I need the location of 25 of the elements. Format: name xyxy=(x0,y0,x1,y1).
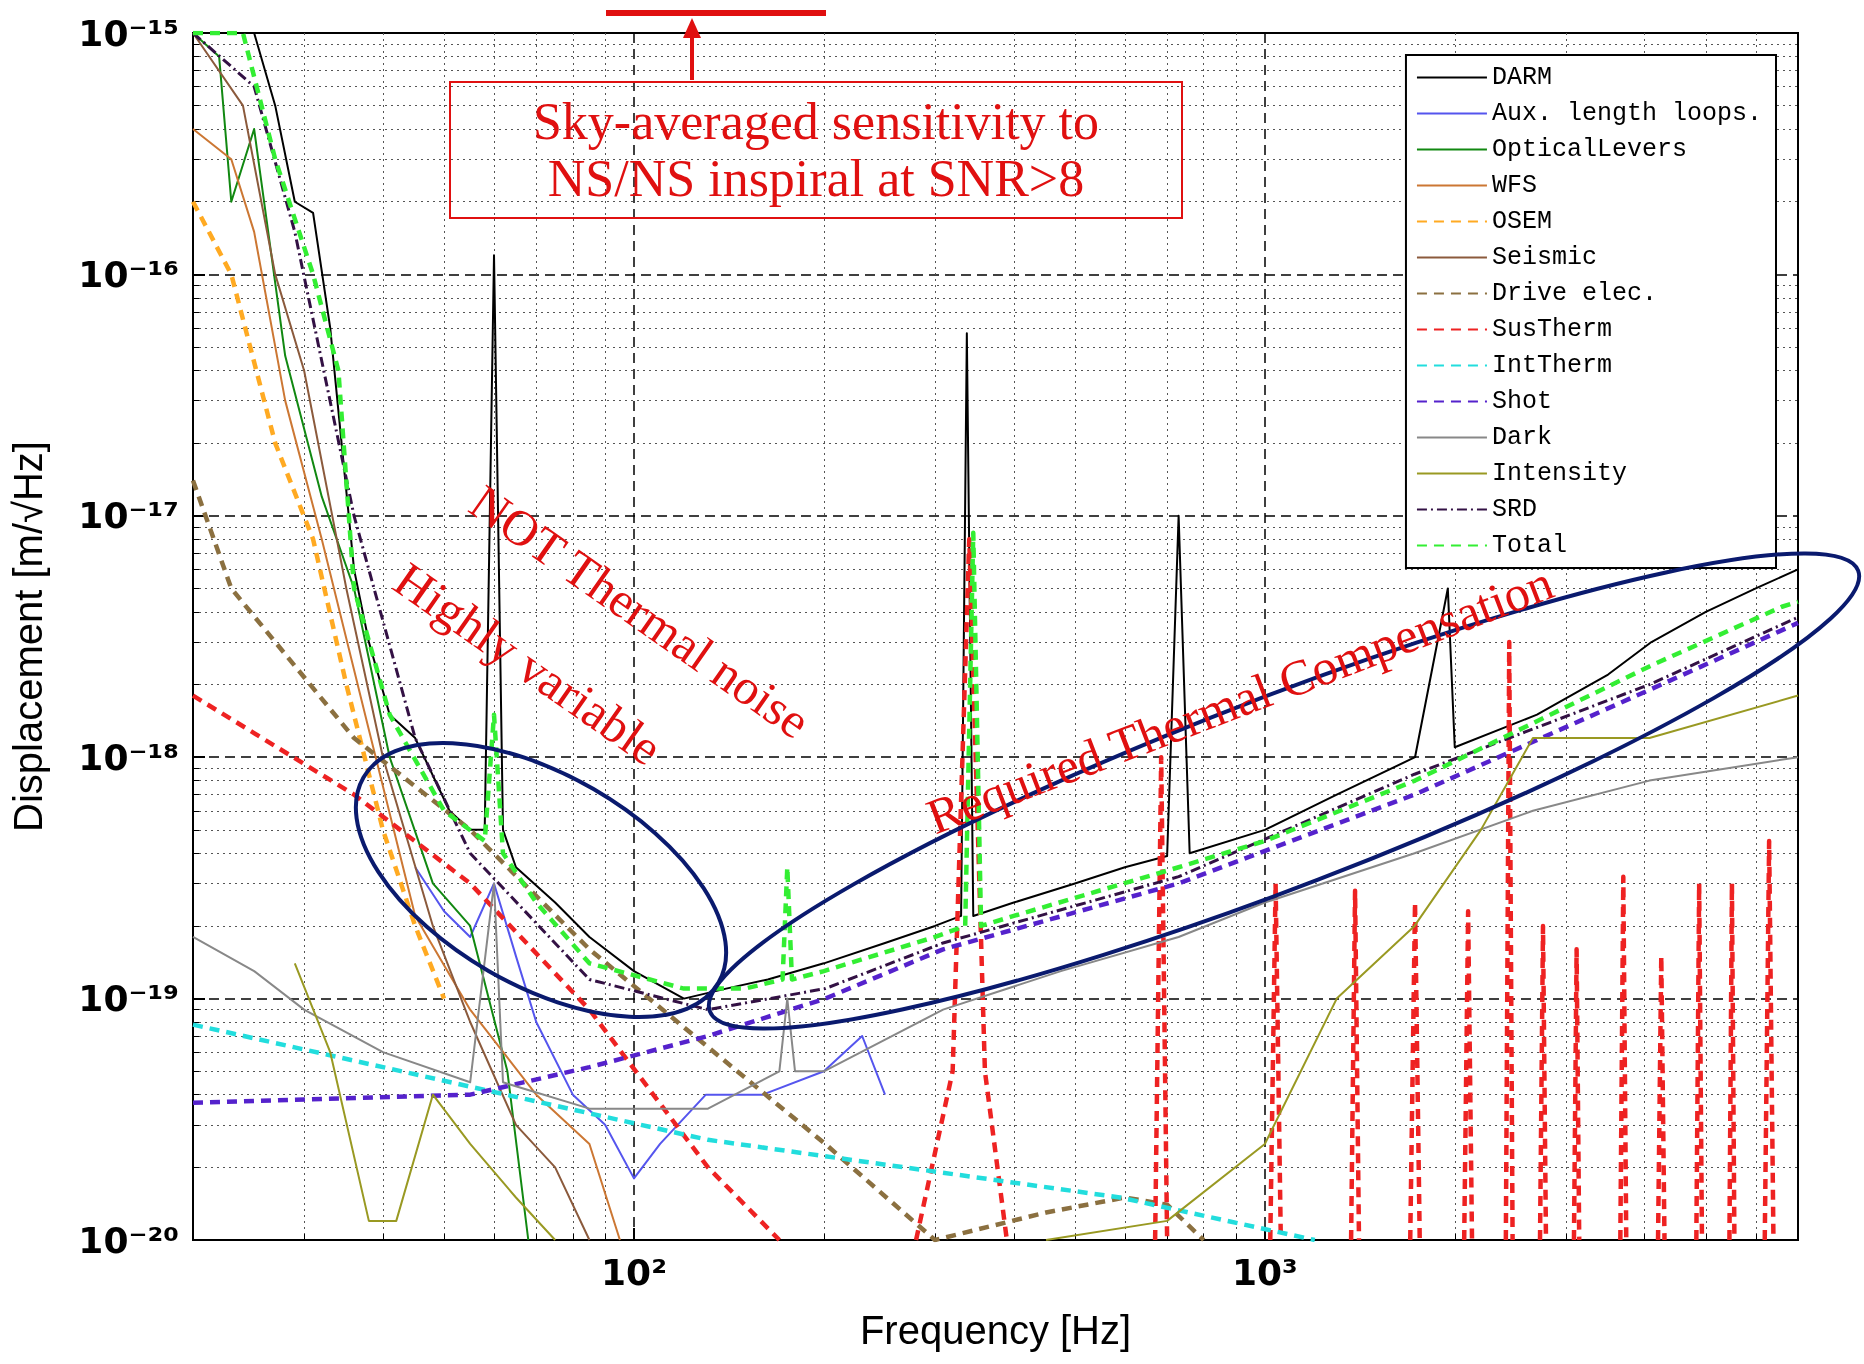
legend-label: Shot xyxy=(1491,387,1552,416)
legend-label: WFS xyxy=(1491,171,1537,200)
annotation: Sky-averaged sensitivity to NS/NS inspiral at SNR>8 xyxy=(449,81,1183,220)
legend-label: Drive elec. xyxy=(1491,279,1657,308)
y-tick-label: 10⁻¹⁷ xyxy=(78,495,179,537)
y-tick-label: 10⁻²⁰ xyxy=(78,1219,179,1261)
legend-label: Total xyxy=(1491,531,1567,560)
legend-label: DARM xyxy=(1491,63,1552,92)
legend-label: Seismic xyxy=(1491,243,1597,272)
y-tick-label: 10⁻¹⁶ xyxy=(78,253,179,295)
y-axis-title: Displacement [m/√Hz] xyxy=(6,441,50,832)
legend-label: IntTherm xyxy=(1491,351,1612,380)
x-tick-label: 10³ xyxy=(1231,1251,1298,1293)
legend-label: OpticalLevers xyxy=(1491,135,1687,164)
x-tick-label: 10² xyxy=(601,1251,667,1293)
legend-label: Intensity xyxy=(1491,459,1627,488)
legend-label: SusTherm xyxy=(1491,315,1612,344)
legend-label: OSEM xyxy=(1491,207,1552,236)
legend-label: SRD xyxy=(1491,495,1537,524)
x-axis-title: Frequency [Hz] xyxy=(859,1308,1132,1352)
y-tick-label: 10⁻¹⁹ xyxy=(78,978,179,1020)
legend-label: Aux. length loops. xyxy=(1491,99,1762,128)
y-tick-label: 10⁻¹⁸ xyxy=(78,736,179,778)
legend-label: Dark xyxy=(1491,423,1552,452)
y-tick-label: 10⁻¹⁵ xyxy=(78,12,179,54)
